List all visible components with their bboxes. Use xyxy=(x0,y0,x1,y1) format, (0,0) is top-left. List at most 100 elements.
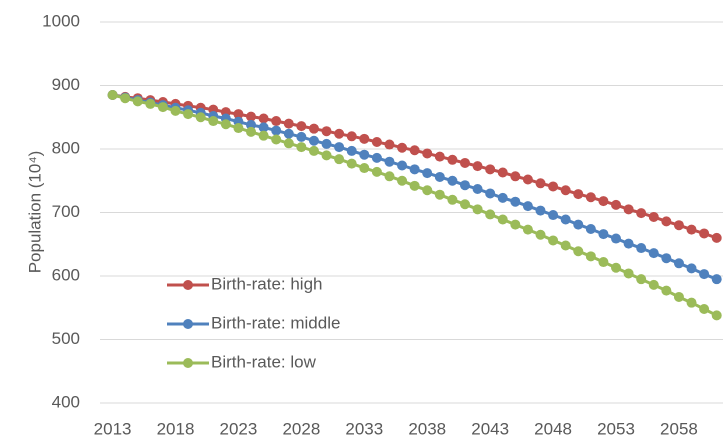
data-point xyxy=(535,229,546,240)
data-point xyxy=(548,235,559,246)
data-point xyxy=(472,184,483,195)
data-point xyxy=(447,175,458,186)
data-point xyxy=(560,214,571,225)
data-point xyxy=(686,263,697,274)
data-point xyxy=(434,189,445,200)
data-point xyxy=(246,111,257,122)
data-point xyxy=(711,232,722,243)
data-point xyxy=(522,224,533,235)
data-point xyxy=(271,134,282,145)
y-tick-label: 900 xyxy=(52,75,80,94)
data-point xyxy=(233,123,244,134)
data-point xyxy=(346,158,357,169)
data-point xyxy=(422,185,433,196)
data-point xyxy=(296,142,307,153)
data-point xyxy=(699,228,710,239)
data-point xyxy=(246,119,257,130)
data-point xyxy=(397,175,408,186)
data-point xyxy=(573,219,584,230)
data-point xyxy=(560,185,571,196)
data-point xyxy=(321,126,332,137)
data-point xyxy=(384,156,395,167)
data-point xyxy=(648,279,659,290)
data-point xyxy=(397,160,408,171)
data-point xyxy=(157,102,168,113)
data-point xyxy=(258,122,269,133)
x-tick-label: 2033 xyxy=(345,419,383,438)
data-point xyxy=(472,204,483,215)
data-point xyxy=(308,123,319,134)
data-point xyxy=(308,145,319,156)
data-point xyxy=(623,238,634,249)
data-point xyxy=(636,208,647,219)
series xyxy=(107,90,722,321)
data-point xyxy=(611,262,622,273)
data-point xyxy=(686,224,697,235)
data-point xyxy=(497,192,508,203)
data-point xyxy=(548,181,559,192)
data-point xyxy=(397,142,408,153)
data-point xyxy=(170,105,181,116)
data-point xyxy=(447,154,458,165)
data-point xyxy=(510,171,521,182)
data-point xyxy=(422,168,433,179)
data-point xyxy=(598,196,609,207)
data-point xyxy=(283,128,294,139)
y-axis-label: Population (10⁴) xyxy=(25,151,44,274)
data-point xyxy=(321,150,332,161)
data-point xyxy=(422,148,433,159)
data-point xyxy=(459,180,470,191)
data-point xyxy=(485,188,496,199)
data-point xyxy=(636,274,647,285)
data-point xyxy=(434,171,445,182)
data-point xyxy=(673,291,684,302)
data-point xyxy=(497,214,508,225)
data-point xyxy=(673,258,684,269)
data-point xyxy=(371,166,382,177)
data-point xyxy=(271,125,282,136)
data-point xyxy=(623,204,634,215)
x-tick-label: 2043 xyxy=(471,419,509,438)
data-point xyxy=(573,189,584,200)
x-tick-label: 2028 xyxy=(282,419,320,438)
data-point xyxy=(510,219,521,230)
data-point xyxy=(258,113,269,124)
data-point xyxy=(623,268,634,279)
data-point xyxy=(120,93,131,104)
data-point xyxy=(711,274,722,285)
data-point xyxy=(409,145,420,156)
data-point xyxy=(296,121,307,132)
y-tick-label: 400 xyxy=(52,392,80,411)
data-point xyxy=(522,201,533,212)
data-point xyxy=(560,240,571,251)
data-point xyxy=(510,196,521,207)
data-point xyxy=(371,137,382,148)
data-point xyxy=(308,135,319,146)
data-point xyxy=(195,112,206,123)
data-point xyxy=(183,109,194,120)
data-point xyxy=(699,269,710,280)
data-point xyxy=(132,96,143,107)
data-point xyxy=(447,194,458,205)
data-point xyxy=(485,164,496,175)
data-point xyxy=(585,224,596,235)
data-point xyxy=(283,118,294,129)
data-point xyxy=(359,163,370,174)
data-point xyxy=(459,157,470,168)
data-point xyxy=(384,171,395,182)
data-point xyxy=(384,139,395,150)
data-point xyxy=(472,161,483,172)
x-tick-label: 2013 xyxy=(94,419,132,438)
legend-marker xyxy=(183,358,193,368)
data-point xyxy=(409,164,420,175)
data-point xyxy=(107,90,118,101)
data-point xyxy=(497,167,508,178)
data-point xyxy=(346,131,357,142)
data-point xyxy=(611,233,622,244)
data-point xyxy=(485,209,496,220)
legend-label: Birth-rate: middle xyxy=(211,313,340,332)
data-point xyxy=(271,116,282,127)
y-tick-label: 1000 xyxy=(42,11,80,30)
data-point xyxy=(334,154,345,165)
